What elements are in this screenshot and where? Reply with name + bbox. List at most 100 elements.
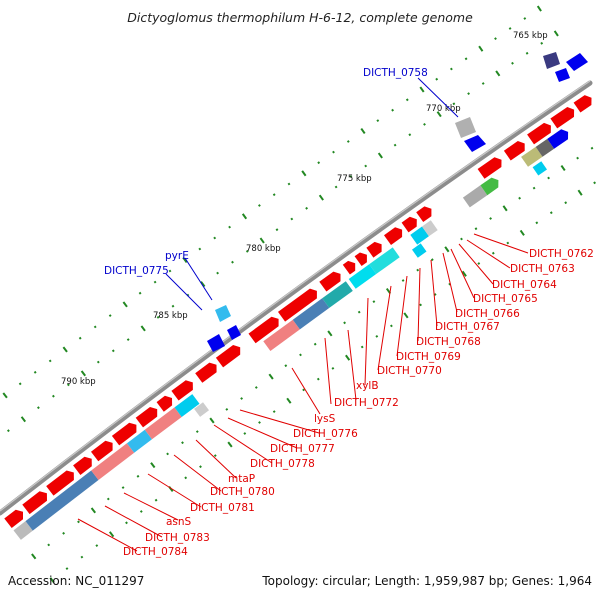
tick-dot (518, 196, 521, 200)
forward-strand-features (4, 95, 592, 528)
label-dicth-0772: DICTH_0772 (334, 397, 399, 409)
tick-dot (343, 321, 346, 325)
label-dicth-0764: DICTH_0764 (492, 279, 557, 291)
tick-dot (593, 181, 596, 185)
tick-dot (47, 543, 51, 547)
tick-dot (125, 521, 128, 525)
tick-dot (184, 476, 188, 480)
tick-dot (199, 465, 202, 469)
tick-dot (553, 30, 559, 37)
scale-label-785: 785 kbp (153, 311, 188, 321)
tick-dot (360, 127, 366, 135)
label-dicth-0775: DICTH_0775 (104, 265, 169, 277)
tick-dot (51, 394, 55, 398)
tick-dot (168, 269, 172, 273)
rev-cyan-small (532, 161, 547, 176)
tick-dot (140, 325, 146, 332)
tick-dot (287, 182, 291, 186)
tick-dot (65, 567, 69, 571)
tick-dot (136, 474, 140, 478)
tick-dot (478, 45, 484, 52)
tick-dot (33, 370, 37, 374)
forward-cds-19 (416, 206, 432, 222)
rev-cyan-5 (410, 226, 429, 245)
tick-dot (20, 416, 27, 423)
tick-dot (403, 312, 409, 319)
tick-dot (349, 175, 353, 178)
gene-labels: DICTH_0758 DICTH_0762 DICTH_0763 DICTH_0… (104, 67, 594, 558)
tick-dot (254, 386, 258, 389)
tick-dot (547, 176, 550, 180)
tick-dot (95, 544, 99, 548)
label-dicth-0768: DICTH_0768 (416, 336, 481, 348)
label-mtaP: mtaP (228, 473, 255, 485)
tick-dot (138, 291, 142, 295)
tick-dot (286, 397, 292, 404)
tick-dot (334, 185, 338, 189)
tick-dot (372, 300, 376, 303)
label-xylB: xylB (356, 380, 379, 392)
rev-teal-1 (322, 281, 353, 308)
label-dicth-0778: DICTH_0778 (250, 458, 315, 470)
label-dicth-0770: DICTH_0770 (377, 365, 442, 377)
tick-dot (536, 5, 542, 12)
label-dicth-0781: DICTH_0781 (190, 502, 255, 514)
tick-dot (66, 383, 70, 387)
tick-dot (96, 360, 100, 364)
tick-dot (166, 452, 170, 456)
label-asnS: asnS (166, 516, 192, 528)
tick-dot (523, 17, 527, 20)
forward-cds-4 (91, 440, 113, 462)
tick-dot (18, 382, 22, 386)
rev-steelblue-2 (292, 298, 330, 330)
tick-dot (108, 314, 112, 318)
tick-dot (416, 268, 420, 272)
tick-dot (216, 271, 219, 275)
tick-dot (357, 310, 361, 314)
feature-dict0758 (555, 68, 570, 82)
tick-dot (111, 349, 115, 353)
feature-dict0759b (464, 135, 486, 152)
feature-dict0757 (543, 52, 560, 69)
tick-dot (477, 262, 481, 265)
rev-darkgrey-1 (535, 138, 555, 157)
forward-cds-12 (278, 288, 317, 322)
tick-dot (156, 315, 160, 319)
tick-dot (258, 204, 261, 207)
tick-dot (126, 338, 130, 342)
tick-dot (564, 201, 568, 205)
tick-dot (272, 410, 276, 413)
tick-dot (491, 251, 495, 255)
forward-cds-15 (354, 252, 367, 266)
rev-pink-1 (91, 443, 135, 480)
forward-cds-22 (527, 122, 551, 145)
forward-cds-6 (135, 407, 158, 428)
label-dicth-0766: DICTH_0766 (455, 308, 520, 320)
tick-dot (401, 279, 405, 282)
tick-dot (506, 241, 510, 245)
forward-cds-21 (503, 141, 525, 161)
tick-dot (139, 510, 143, 513)
tick-dot (331, 367, 335, 370)
tick-dot (284, 364, 288, 368)
tick-dot (213, 454, 217, 458)
tick-dot (317, 161, 321, 165)
scale-label-770: 770 kbp (426, 104, 461, 114)
tick-dot (290, 217, 294, 221)
tick-dot (511, 61, 514, 65)
forward-cds-0 (4, 509, 24, 528)
tick-dot (90, 507, 97, 514)
tick-dot (181, 441, 184, 445)
tick-dot (481, 82, 485, 85)
tick-dot (419, 303, 422, 307)
rev-olive-1 (521, 146, 543, 167)
map-title: Dictyoglomus thermophilum H-6-12, comple… (127, 10, 473, 25)
tick-dot (78, 336, 82, 340)
feature-pyrE (207, 334, 225, 352)
forward-cds-7 (156, 395, 173, 412)
tick-dot (502, 205, 508, 212)
tick-dot (209, 417, 215, 424)
tick-dot (461, 270, 467, 277)
forward-cds-13 (319, 271, 341, 292)
tick-dot (313, 342, 317, 346)
